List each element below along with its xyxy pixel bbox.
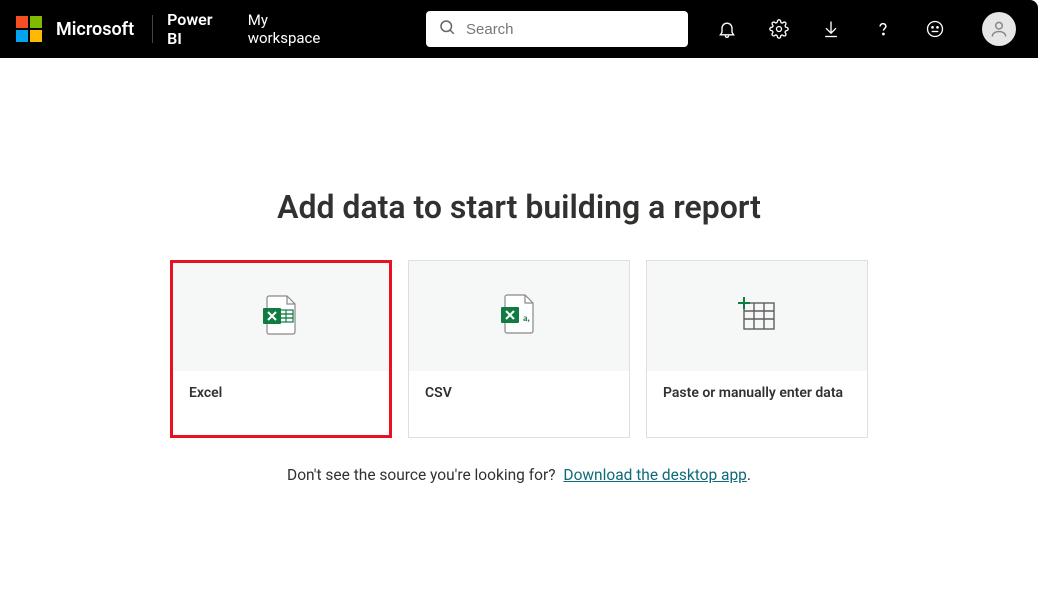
- csv-file-icon: a,: [499, 293, 539, 339]
- card-icon-area: [173, 263, 389, 371]
- card-paste-data[interactable]: Paste or manually enter data: [646, 260, 868, 438]
- svg-text:a,: a,: [523, 313, 530, 323]
- main-content: Add data to start building a report: [0, 58, 1038, 484]
- product-brand-label[interactable]: Power BI: [167, 10, 230, 48]
- settings-icon[interactable]: [768, 18, 790, 40]
- download-icon[interactable]: [820, 18, 842, 40]
- microsoft-logo-icon: [16, 16, 42, 42]
- hint-row: Don't see the source you're looking for?…: [287, 466, 751, 484]
- feedback-icon[interactable]: [924, 18, 946, 40]
- card-label: CSV: [409, 371, 629, 435]
- card-excel[interactable]: Excel: [170, 260, 392, 438]
- card-icon-area: a,: [409, 261, 629, 371]
- workspace-label[interactable]: My workspace: [248, 11, 342, 47]
- excel-file-icon: [261, 294, 301, 340]
- search-box[interactable]: [426, 11, 688, 47]
- data-source-cards: Excel a, CSV: [170, 260, 868, 438]
- microsoft-brand-label: Microsoft: [56, 19, 134, 40]
- account-avatar[interactable]: [982, 12, 1016, 46]
- hint-period: .: [747, 466, 751, 484]
- search-input[interactable]: [466, 21, 676, 38]
- hint-text: Don't see the source you're looking for?: [287, 466, 556, 484]
- nav-icon-group: [716, 12, 1022, 46]
- card-icon-area: [647, 261, 867, 371]
- table-enter-icon: [736, 295, 778, 337]
- page-title: Add data to start building a report: [277, 188, 761, 226]
- card-csv[interactable]: a, CSV: [408, 260, 630, 438]
- notifications-icon[interactable]: [716, 18, 738, 40]
- download-desktop-link[interactable]: Download the desktop app: [563, 466, 746, 484]
- card-label: Excel: [173, 371, 389, 435]
- help-icon[interactable]: [872, 18, 894, 40]
- divider: [152, 15, 153, 43]
- card-label: Paste or manually enter data: [647, 371, 867, 435]
- search-icon: [438, 18, 456, 40]
- top-nav: Microsoft Power BI My workspace: [0, 0, 1038, 58]
